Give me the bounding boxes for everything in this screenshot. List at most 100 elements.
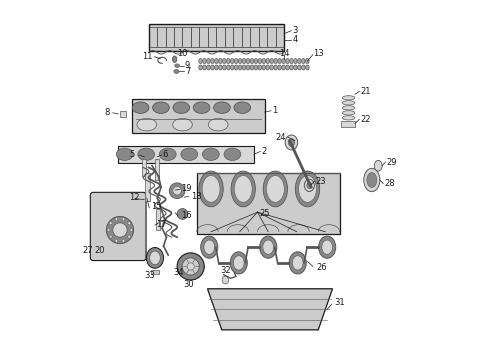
Ellipse shape [222, 59, 226, 64]
Ellipse shape [304, 179, 314, 192]
Ellipse shape [286, 65, 289, 70]
Circle shape [169, 183, 185, 199]
Ellipse shape [199, 171, 223, 207]
Ellipse shape [175, 64, 179, 67]
Ellipse shape [203, 65, 206, 70]
Ellipse shape [214, 102, 230, 113]
Text: 34: 34 [173, 268, 184, 277]
Text: 17: 17 [156, 220, 166, 229]
Bar [148, 24, 284, 50]
Text: 14: 14 [279, 49, 290, 58]
Ellipse shape [226, 65, 230, 70]
Ellipse shape [297, 65, 301, 70]
Ellipse shape [306, 65, 309, 70]
Ellipse shape [282, 59, 285, 64]
Ellipse shape [274, 59, 277, 64]
Ellipse shape [199, 65, 202, 70]
Ellipse shape [343, 116, 355, 120]
Ellipse shape [202, 176, 220, 202]
Ellipse shape [201, 236, 218, 258]
Text: 23: 23 [316, 176, 326, 185]
Bar [342, 121, 355, 127]
Ellipse shape [367, 172, 377, 188]
Ellipse shape [226, 59, 230, 64]
Ellipse shape [128, 222, 131, 225]
Ellipse shape [294, 59, 297, 64]
Ellipse shape [231, 171, 255, 207]
Bar [155, 158, 159, 180]
Text: 25: 25 [259, 210, 270, 219]
Ellipse shape [267, 176, 284, 202]
Text: 33: 33 [144, 271, 155, 280]
Ellipse shape [222, 65, 226, 70]
Bar [120, 111, 126, 117]
Bar [197, 173, 340, 234]
Ellipse shape [306, 59, 309, 64]
Ellipse shape [181, 148, 197, 161]
Text: 9: 9 [185, 61, 190, 70]
Text: 21: 21 [360, 87, 370, 96]
Ellipse shape [290, 59, 294, 64]
Ellipse shape [294, 65, 297, 70]
Text: 13: 13 [314, 49, 324, 58]
Ellipse shape [109, 235, 112, 238]
Text: 7: 7 [185, 67, 190, 76]
Ellipse shape [274, 65, 277, 70]
Text: 31: 31 [334, 298, 345, 307]
Ellipse shape [211, 65, 214, 70]
Ellipse shape [199, 59, 202, 64]
Ellipse shape [242, 59, 246, 64]
Text: 4: 4 [292, 36, 297, 45]
Text: 5: 5 [129, 150, 135, 159]
Ellipse shape [254, 59, 258, 64]
Polygon shape [207, 289, 333, 330]
Circle shape [177, 253, 204, 280]
Ellipse shape [215, 65, 218, 70]
Ellipse shape [137, 118, 157, 131]
Ellipse shape [234, 59, 238, 64]
Ellipse shape [222, 276, 228, 284]
Ellipse shape [207, 59, 210, 64]
Ellipse shape [270, 65, 273, 70]
Ellipse shape [230, 65, 234, 70]
Text: 16: 16 [181, 211, 191, 220]
Ellipse shape [262, 65, 266, 70]
Ellipse shape [219, 65, 222, 70]
Bar [156, 208, 160, 230]
Ellipse shape [230, 252, 247, 274]
Ellipse shape [202, 148, 219, 161]
Text: 28: 28 [384, 179, 394, 188]
Ellipse shape [174, 69, 179, 73]
Ellipse shape [130, 229, 133, 231]
Ellipse shape [262, 59, 266, 64]
Ellipse shape [322, 240, 333, 254]
Ellipse shape [149, 251, 160, 265]
Ellipse shape [122, 239, 125, 242]
Bar [142, 158, 146, 176]
Ellipse shape [258, 65, 262, 70]
Ellipse shape [224, 148, 241, 161]
Ellipse shape [295, 171, 319, 207]
Text: 26: 26 [317, 263, 327, 272]
Text: 15: 15 [151, 202, 162, 211]
Ellipse shape [238, 59, 242, 64]
Ellipse shape [290, 65, 294, 70]
Ellipse shape [219, 59, 222, 64]
Ellipse shape [159, 148, 176, 161]
Ellipse shape [208, 118, 228, 131]
Ellipse shape [173, 102, 190, 113]
Text: 3: 3 [292, 26, 297, 35]
Ellipse shape [254, 65, 258, 70]
Ellipse shape [246, 65, 250, 70]
Text: 10: 10 [177, 49, 187, 58]
Ellipse shape [298, 176, 317, 202]
Ellipse shape [172, 118, 192, 131]
Ellipse shape [234, 176, 252, 202]
Text: 6: 6 [163, 150, 168, 159]
Circle shape [173, 186, 181, 195]
Ellipse shape [250, 59, 254, 64]
Ellipse shape [193, 102, 210, 113]
Circle shape [187, 263, 194, 270]
Circle shape [106, 216, 134, 244]
Ellipse shape [270, 59, 273, 64]
